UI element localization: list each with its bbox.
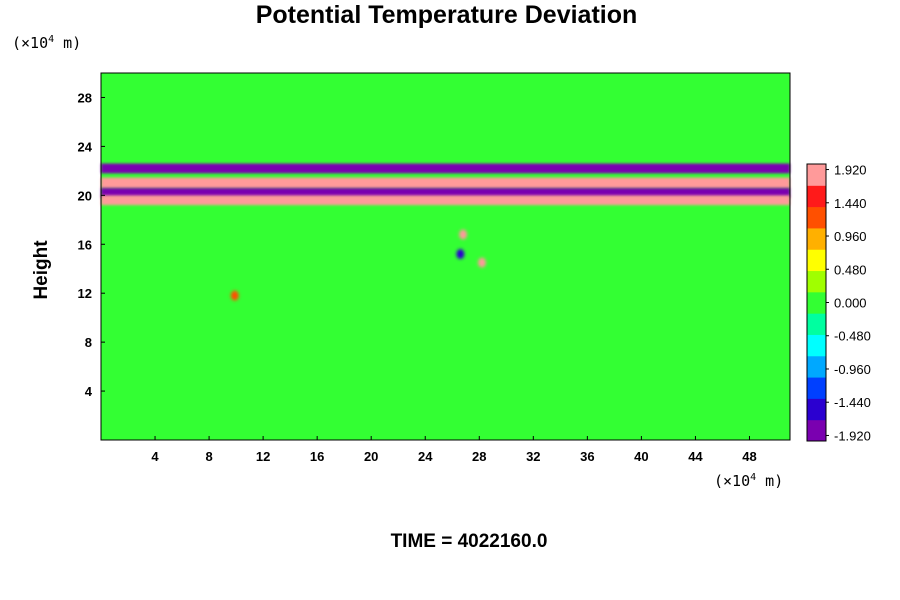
- colorbar-swatch: [807, 419, 826, 442]
- colorbar-tick-label: -1.920: [834, 428, 871, 443]
- y-axis-unit-label: (×104 m): [12, 34, 82, 52]
- time-label: TIME = 4022160.0: [390, 531, 548, 552]
- x-tick-label: 12: [256, 449, 270, 464]
- x-tick-label: 40: [634, 449, 648, 464]
- y-tick-label: 12: [78, 286, 92, 301]
- colorbar-tick-label: -0.480: [834, 329, 871, 344]
- y-tick-label: 24: [78, 139, 93, 154]
- x-axis-unit-label: (×104 m): [714, 472, 784, 490]
- layer-y22: [101, 163, 790, 174]
- x-tick-label: 16: [310, 449, 324, 464]
- plot-frame: [100, 72, 791, 441]
- y-tick-label: 20: [78, 188, 92, 203]
- colorbar-swatch: [807, 313, 826, 335]
- colorbar-tick-label: -0.960: [834, 362, 871, 377]
- x-axis: 4 8 12 16 20 24 28 32 36 40 44 48: [151, 436, 757, 464]
- colorbar-tick-label: 0.480: [834, 262, 867, 277]
- x-tick-label: 28: [472, 449, 486, 464]
- colorbar-swatch: [807, 164, 826, 186]
- layer-y20: [101, 187, 790, 198]
- colorbar-tick-label: 0.000: [834, 296, 867, 311]
- colorbar-swatch: [807, 185, 826, 208]
- chart-title: Potential Temperature Deviation: [255, 1, 638, 29]
- colorbar-swatch: [807, 291, 826, 314]
- colorbar-tick-label: 1.440: [834, 196, 867, 211]
- layer-y21: [101, 177, 790, 189]
- colorbar-swatch: [807, 227, 826, 250]
- y-tick-label: 4: [85, 384, 93, 399]
- colorbar-tick-label: 0.960: [834, 229, 867, 244]
- y-axis: 4 8 12 16 20 24 28: [78, 90, 105, 399]
- heatmap-field: [101, 73, 790, 440]
- colorbar-tick-label: -1.440: [834, 395, 871, 410]
- blob-c: [477, 257, 486, 268]
- colorbar-tick-label: 1.920: [834, 163, 867, 178]
- x-tick-label: 36: [580, 449, 594, 464]
- blob-b: [456, 249, 465, 260]
- blob-d: [230, 290, 239, 301]
- colorbar-swatch: [807, 355, 826, 378]
- colorbar-swatch: [807, 334, 826, 357]
- y-tick-label: 8: [85, 335, 92, 350]
- x-tick-label: 48: [742, 449, 756, 464]
- x-tick-label: 20: [364, 449, 378, 464]
- colorbar-swatch: [807, 398, 826, 421]
- x-tick-label: 4: [151, 449, 159, 464]
- heatmap-features: [101, 163, 790, 301]
- blob-a: [459, 229, 468, 240]
- colorbar-swatch: [807, 270, 826, 293]
- x-tick-label: 32: [526, 449, 540, 464]
- colorbar-swatch: [807, 377, 826, 399]
- y-tick-label: 28: [78, 90, 92, 105]
- colorbar: 1.920 1.440 0.960 0.480 0.000 -0.480 -0.960 -1.…: [806, 163, 871, 443]
- colorbar-swatch: [807, 249, 826, 272]
- field-background: [101, 73, 790, 440]
- y-tick-label: 16: [78, 237, 92, 252]
- x-tick-label: 24: [418, 449, 433, 464]
- layer-y19: [101, 195, 790, 206]
- x-tick-label: 8: [205, 449, 212, 464]
- x-tick-label: 44: [688, 449, 703, 464]
- colorbar-swatch: [807, 206, 826, 229]
